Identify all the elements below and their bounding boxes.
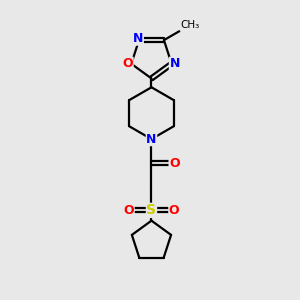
Text: O: O [124, 204, 134, 217]
Text: O: O [169, 204, 179, 217]
Text: O: O [169, 157, 180, 170]
Text: N: N [169, 57, 180, 70]
Text: CH₃: CH₃ [180, 20, 200, 30]
Text: N: N [133, 32, 143, 45]
Text: O: O [122, 57, 133, 70]
Text: N: N [146, 133, 157, 146]
Text: S: S [146, 203, 157, 218]
